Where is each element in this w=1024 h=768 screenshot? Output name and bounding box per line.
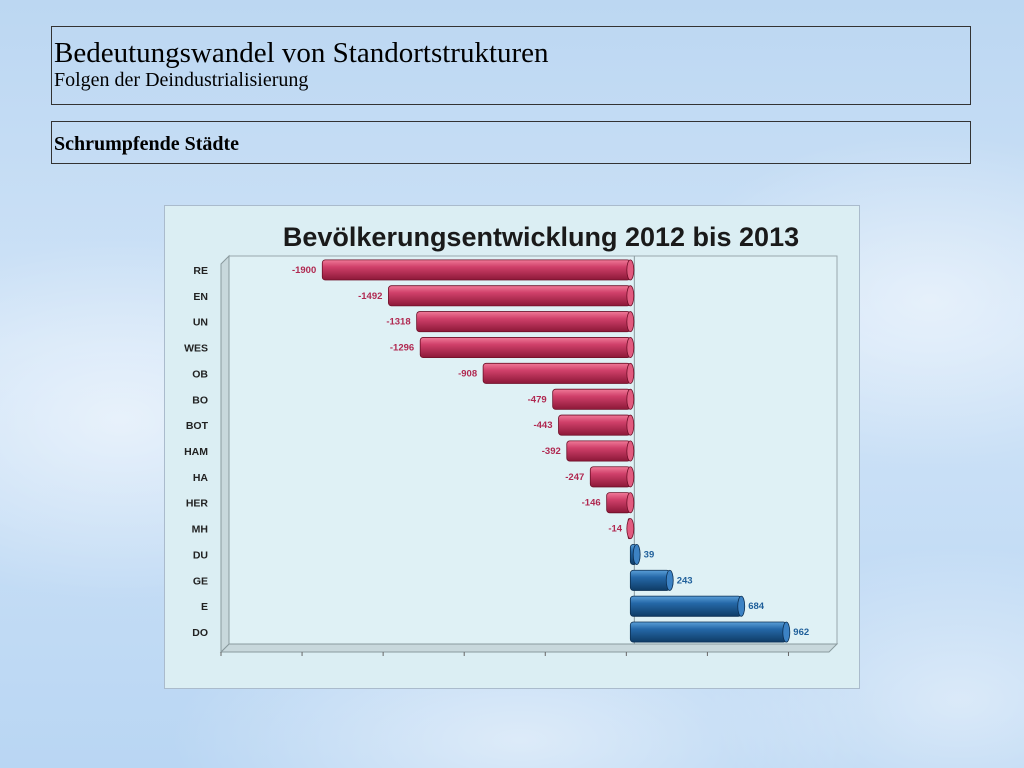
chart-title: Bevölkerungsentwicklung 2012 bis 2013 <box>283 222 799 252</box>
value-label: -1296 <box>390 343 414 354</box>
bar-du <box>629 543 641 565</box>
bar-cap <box>626 440 635 462</box>
bar-wes <box>419 337 635 359</box>
bar-ge <box>629 569 674 591</box>
bar-do <box>629 621 791 643</box>
bar-body <box>482 362 631 384</box>
bar-ham <box>566 440 635 462</box>
bar-cap <box>737 595 746 617</box>
bar-chart: Bevölkerungsentwicklung 2012 bis 2013 RE… <box>184 222 839 656</box>
bar-cap <box>626 362 635 384</box>
category-label: HA <box>193 472 209 484</box>
bar-body <box>416 311 631 333</box>
value-label: 962 <box>793 627 809 638</box>
category-label: DU <box>193 549 208 561</box>
bar-cap <box>626 388 635 410</box>
bar-body <box>388 285 631 307</box>
bar-bo <box>552 388 635 410</box>
bar-un <box>416 311 635 333</box>
bar-body <box>552 388 631 410</box>
bar-cap <box>626 518 635 540</box>
bar-cap <box>626 337 635 359</box>
bar-cap <box>626 311 635 333</box>
bar-body <box>321 259 631 281</box>
value-label: 243 <box>677 575 693 586</box>
bar-cap <box>782 621 791 643</box>
category-label: WES <box>184 343 208 355</box>
category-label: HAM <box>184 446 208 458</box>
bar-cap <box>626 285 635 307</box>
value-label: -908 <box>458 368 477 379</box>
category-label: E <box>201 601 208 613</box>
category-label: RE <box>193 265 208 277</box>
category-label: HER <box>186 498 209 510</box>
bar-body <box>629 595 742 617</box>
bar-bot <box>558 414 635 436</box>
bar-cap <box>665 569 674 591</box>
category-label: OB <box>192 368 208 380</box>
bar-body <box>629 569 671 591</box>
category-label: BOT <box>186 420 209 432</box>
bar-re <box>321 259 635 281</box>
bar-body <box>558 414 631 436</box>
bar-cap <box>626 492 635 514</box>
value-label: -1492 <box>358 291 382 302</box>
plot-floor <box>219 643 839 653</box>
bar-cap <box>632 543 641 565</box>
bar-her <box>606 492 635 514</box>
value-label: -146 <box>582 498 601 509</box>
bars <box>321 259 791 643</box>
page-subtitle: Folgen der Deindustrialisierung <box>54 69 309 91</box>
value-labels: -1900 -1492 -1318 -1296 -908 -479 -443 -392 -247… <box>292 265 809 638</box>
value-label: -443 <box>533 420 552 431</box>
bar-body <box>589 466 631 488</box>
bar-ob <box>482 362 635 384</box>
category-label: GE <box>193 575 208 587</box>
bar-en <box>388 285 635 307</box>
title-box: Bedeutungswandel von Standortstrukturen … <box>51 26 971 105</box>
bar-cap <box>626 259 635 281</box>
category-label: EN <box>193 291 208 303</box>
page-title: Bedeutungswandel von Standortstrukturen <box>54 37 549 69</box>
bar-mh <box>626 518 635 540</box>
category-label: DO <box>192 627 208 639</box>
value-label: -1900 <box>292 265 316 276</box>
bar-body <box>629 621 787 643</box>
bar-body <box>566 440 631 462</box>
value-label: -14 <box>608 524 622 535</box>
category-labels: RE EN UN WES OB BO BOT HAM HA HER MH DU GE E DO <box>184 265 209 639</box>
bar-cap <box>626 414 635 436</box>
section-box: Schrumpfende Städte <box>51 121 971 164</box>
value-label: -1318 <box>386 317 410 328</box>
value-label: -392 <box>542 446 561 457</box>
bar-body <box>419 337 631 359</box>
category-label: UN <box>193 317 208 329</box>
value-label: 684 <box>748 601 765 612</box>
section-label: Schrumpfende Städte <box>54 133 240 155</box>
value-label: 39 <box>644 549 655 560</box>
plot-left-wall <box>220 254 230 654</box>
bar-e <box>629 595 746 617</box>
category-label: BO <box>192 394 208 406</box>
value-label: -479 <box>528 394 547 405</box>
bar-cap <box>626 466 635 488</box>
category-label: MH <box>192 524 208 536</box>
bar-ha <box>589 466 635 488</box>
value-label: -247 <box>565 472 584 483</box>
chart-frame: Bevölkerungsentwicklung 2012 bis 2013 RE… <box>164 205 860 689</box>
